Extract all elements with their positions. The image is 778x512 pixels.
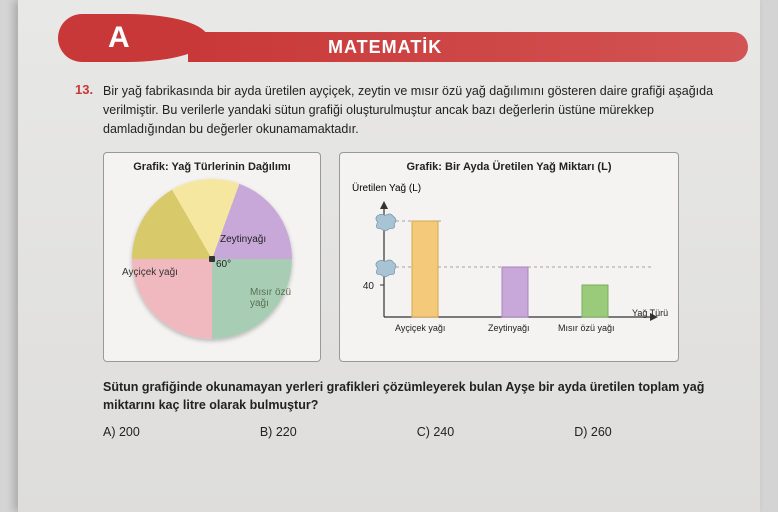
bar-chart-box: Grafik: Bir Ayda Üretilen Yağ Miktarı (L… [339, 152, 679, 362]
pie-label-zeytin: Zeytinyağı [220, 234, 266, 245]
question-number: 13. [75, 82, 93, 97]
header-stripe: MATEMATİK [188, 32, 748, 62]
bar-cat-1: Ayçiçek yağı [395, 323, 445, 333]
pie-label-aycicek: Ayçiçek yağı [122, 267, 178, 278]
bar-cat-3: Mısır özü yağı [558, 323, 615, 333]
pie-center-dot [209, 256, 215, 262]
bar-ytick: 40 [363, 281, 375, 292]
pie-label-misir: Mısır özü yağı [250, 287, 291, 309]
bar-misir [582, 285, 608, 317]
ink-blot-icon [372, 211, 400, 233]
pie-angle-label: 60° [216, 259, 231, 270]
ink-blot-icon [372, 257, 400, 279]
bar-zeytin [502, 267, 528, 317]
header: MATEMATİK A [18, 14, 760, 62]
question-text: Bir yağ fabrikasında bir ayda üretilen a… [103, 82, 728, 138]
pie-title: Grafik: Yağ Türlerinin Dağılımı [114, 161, 310, 173]
pie-wrapper: Zeytinyağı Ayçiçek yağı Mısır özü yağı 6… [132, 179, 292, 339]
content: 13. Bir yağ fabrikasında bir ayda üretil… [103, 82, 728, 439]
options-row: A) 200 B) 220 C) 240 D) 260 [103, 425, 728, 439]
option-d[interactable]: D) 260 [574, 425, 612, 439]
bar-chart-svg: 40 [352, 197, 672, 337]
option-c[interactable]: C) 240 [417, 425, 455, 439]
pie-chart-box: Grafik: Yağ Türlerinin Dağılımı Zeytinya… [103, 152, 321, 362]
section-letter: A [108, 21, 130, 55]
bar-cat-2: Zeytinyağı [488, 323, 530, 333]
bar-ylabel: Üretilen Yağ (L) [352, 183, 421, 194]
option-b[interactable]: B) 220 [260, 425, 297, 439]
section-tab: A [58, 14, 208, 62]
bar-xlabel: Yağ Türü [632, 308, 668, 318]
bar-aycicek [412, 221, 438, 317]
bar-title: Grafik: Bir Ayda Üretilen Yağ Miktarı (L… [350, 161, 668, 173]
header-title: MATEMATİK [328, 37, 442, 58]
charts-row: Grafik: Yağ Türlerinin Dağılımı Zeytinya… [103, 152, 728, 362]
question-followup: Sütun grafiğinde okunamayan yerleri graf… [103, 378, 728, 414]
option-a[interactable]: A) 200 [103, 425, 140, 439]
page: MATEMATİK A 13. Bir yağ fabrikasında bir… [18, 0, 760, 512]
